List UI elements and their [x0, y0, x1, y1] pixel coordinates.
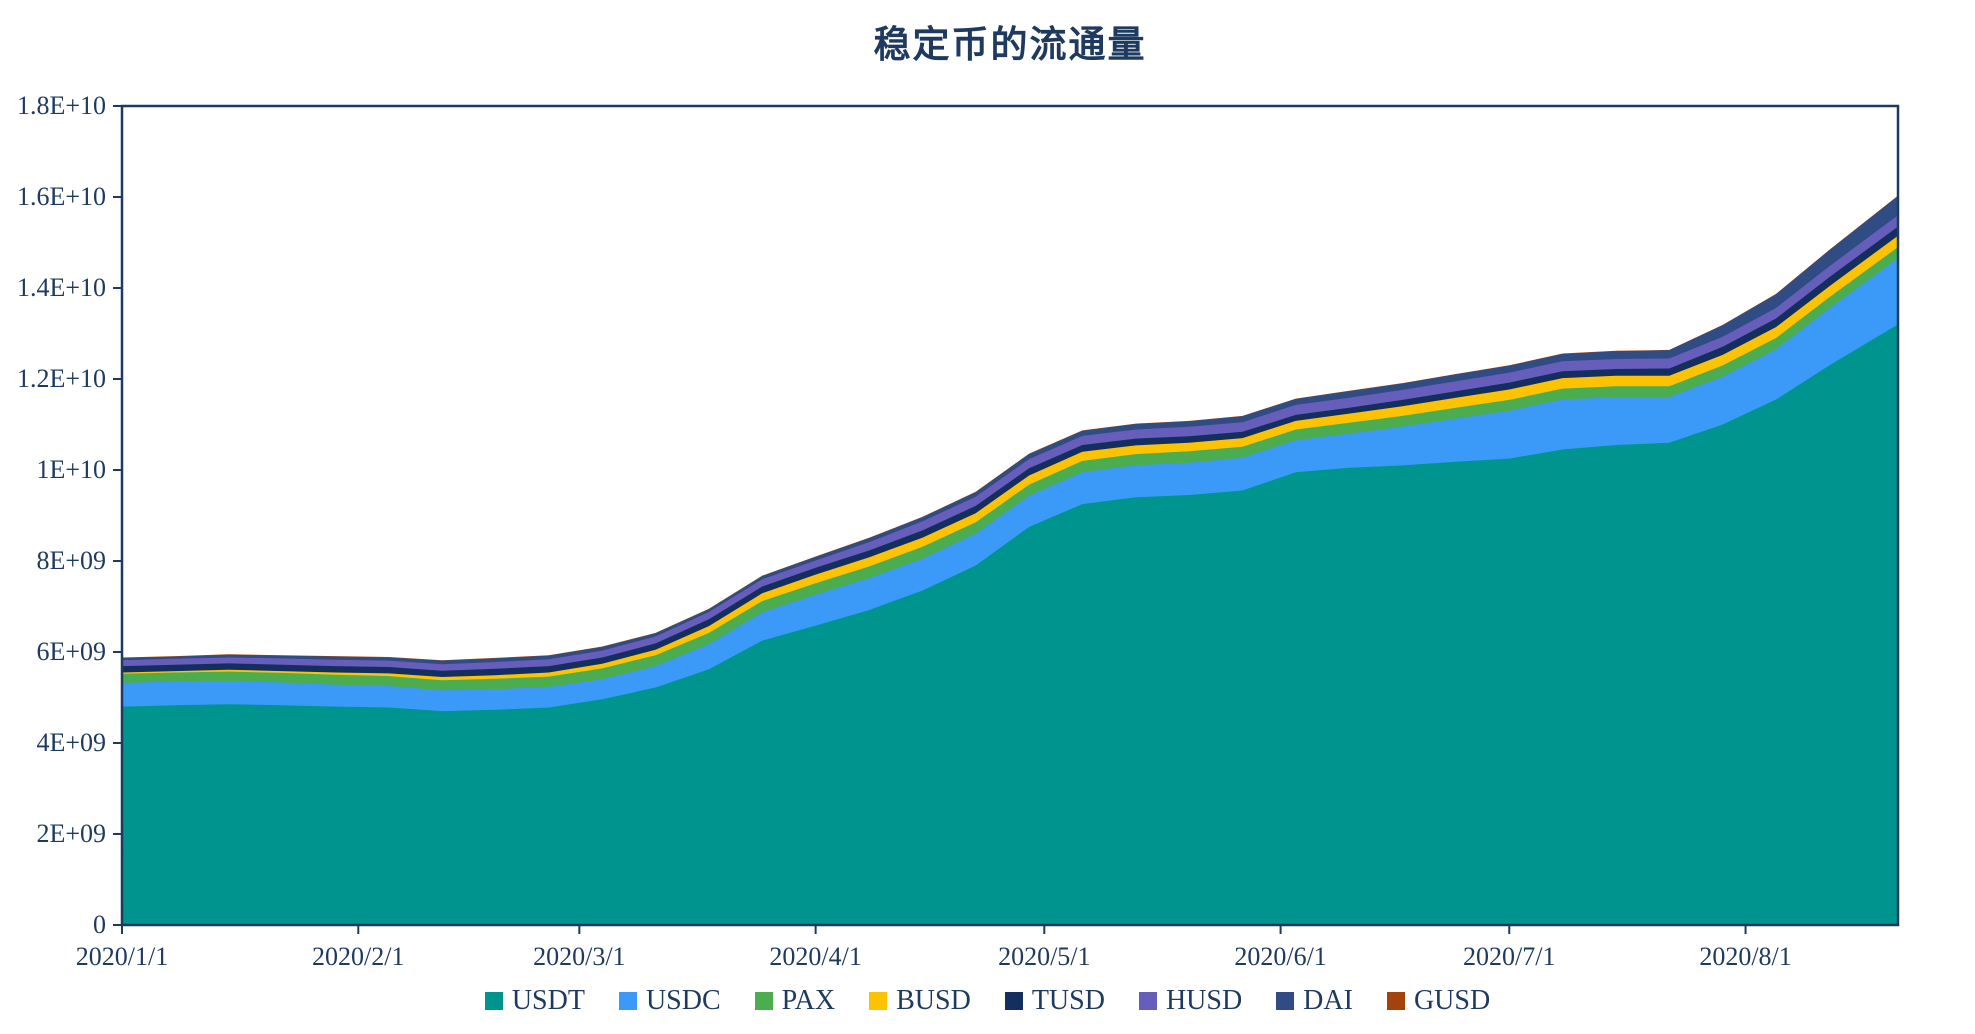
x-axis-tick-label: 2020/1/1: [75, 942, 169, 971]
legend-item-dai: DAI: [1276, 985, 1353, 1017]
y-axis-tick-label: 1E+10: [36, 455, 106, 484]
legend-swatch-icon: [1386, 992, 1405, 1010]
legend-swatch-icon: [1276, 992, 1295, 1010]
y-axis-tick-label: 2E+09: [36, 819, 106, 848]
legend-item-busd: BUSD: [869, 985, 971, 1017]
legend-swatch-icon: [1004, 992, 1023, 1010]
x-axis-tick-label: 2020/5/1: [998, 942, 1091, 971]
legend-label: HUSD: [1165, 985, 1243, 1016]
legend-swatch-icon: [1138, 992, 1157, 1010]
legend-label: DAI: [1303, 985, 1353, 1016]
legend-item-pax: PAX: [754, 985, 836, 1017]
legend-item-usdt: USDT: [484, 985, 585, 1017]
y-axis-tick-label: 1.4E+10: [16, 273, 106, 302]
legend-label: GUSD: [1413, 985, 1491, 1016]
legend-item-usdc: USDC: [618, 985, 721, 1017]
legend-label: USDC: [645, 985, 721, 1016]
x-axis-tick-label: 2020/2/1: [312, 942, 405, 971]
y-axis-tick-label: 4E+09: [36, 728, 106, 757]
y-axis-tick-label: 1.6E+10: [16, 182, 106, 211]
legend-swatch-icon: [484, 992, 503, 1010]
area-series-usdt: [122, 324, 1898, 925]
x-axis-tick-label: 2020/4/1: [769, 942, 862, 971]
legend-swatch-icon: [618, 992, 637, 1010]
y-axis-tick-label: 1.2E+10: [16, 364, 106, 393]
legend-label: TUSD: [1031, 985, 1105, 1016]
x-axis-tick-label: 2020/6/1: [1234, 942, 1327, 971]
legend: USDT USDC PAX BUSD TUSD HUSD DAI GUSD: [0, 985, 1975, 1017]
legend-item-gusd: GUSD: [1386, 985, 1491, 1017]
legend-item-tusd: TUSD: [1004, 985, 1105, 1017]
x-axis-tick-label: 2020/3/1: [533, 942, 626, 971]
y-axis-tick-label: 1.8E+10: [16, 91, 106, 120]
legend-item-husd: HUSD: [1138, 985, 1243, 1017]
legend-label: USDT: [511, 985, 585, 1016]
y-axis-tick-label: 0: [93, 910, 106, 939]
legend-label: PAX: [781, 985, 836, 1016]
x-axis-tick-label: 2020/8/1: [1699, 942, 1792, 971]
y-axis-tick-label: 8E+09: [36, 546, 106, 575]
legend-swatch-icon: [754, 992, 773, 1010]
legend-swatch-icon: [869, 992, 888, 1010]
x-axis-tick-label: 2020/7/1: [1463, 942, 1556, 971]
plot-border: [120, 104, 1900, 927]
y-axis-tick-label: 6E+09: [36, 637, 106, 666]
legend-label: BUSD: [896, 985, 971, 1016]
chart-title: 稳定币的流通量: [873, 25, 1147, 66]
